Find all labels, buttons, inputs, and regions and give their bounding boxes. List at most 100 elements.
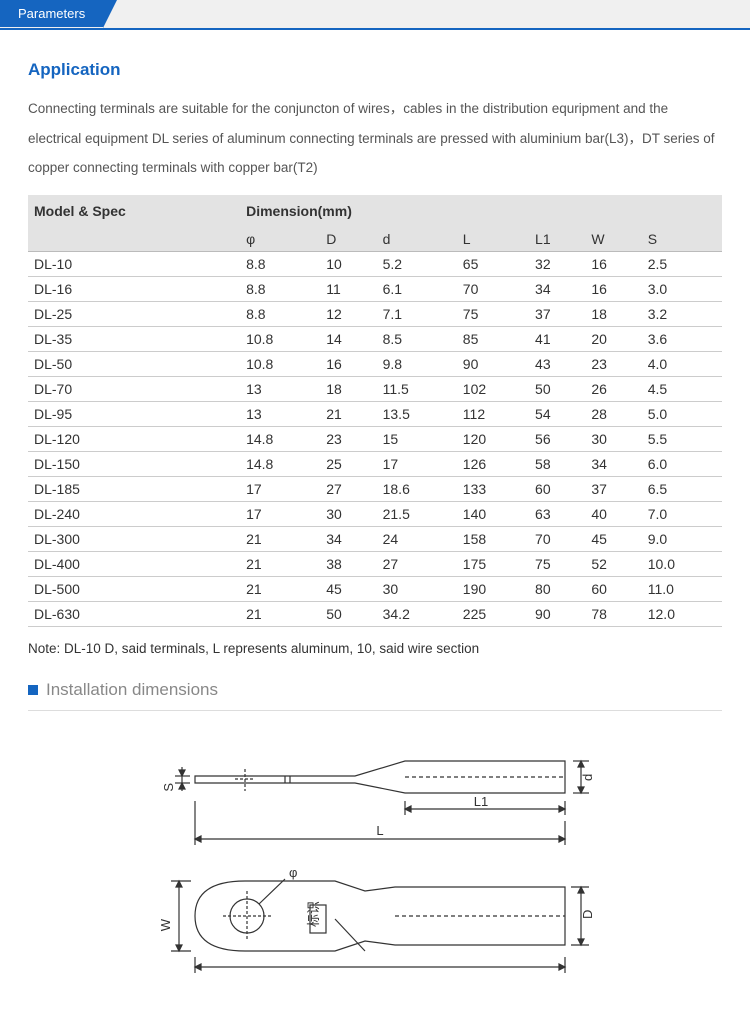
table-cell: DL-95 [28,402,240,427]
table-cell: DL-300 [28,527,240,552]
table-cell: 50 [320,602,376,627]
table-cell: 16 [585,277,641,302]
table-cell: DL-10 [28,252,240,277]
table-cell: DL-400 [28,552,240,577]
divider [28,710,722,711]
label-W: W [158,918,173,931]
table-cell: 18 [320,377,376,402]
table-cell: 70 [457,277,529,302]
table-cell: 9.8 [377,352,457,377]
table-cell: 9.0 [642,527,722,552]
table-cell: 21.5 [377,502,457,527]
table-cell: 20 [585,327,641,352]
table-row: DL-240173021.514063407.0 [28,502,722,527]
table-cell: 45 [585,527,641,552]
table-cell: 112 [457,402,529,427]
table-cell: 75 [529,552,585,577]
table-cell: 60 [529,477,585,502]
table-cell: 28 [585,402,641,427]
table-cell: 12 [320,302,376,327]
table-cell: 21 [240,552,320,577]
table-cell: 225 [457,602,529,627]
square-bullet-icon [28,685,38,695]
table-row: DL-400213827175755210.0 [28,552,722,577]
col-L1: L1 [529,227,585,252]
table-cell: 75 [457,302,529,327]
tab-parameters[interactable]: Parameters [0,0,103,27]
table-cell: 13 [240,402,320,427]
table-cell: 2.5 [642,252,722,277]
table-cell: 3.2 [642,302,722,327]
table-cell: 18 [585,302,641,327]
table-row: DL-95132113.511254285.0 [28,402,722,427]
table-cell: 63 [529,502,585,527]
table-cell: 50 [529,377,585,402]
table-cell: 85 [457,327,529,352]
side-view-diagram: S d L1 L [135,731,615,861]
table-cell: 17 [240,502,320,527]
label-mark: 标识 [306,901,321,927]
table-cell: 120 [457,427,529,452]
table-cell: 5.5 [642,427,722,452]
table-row: DL-30021342415870459.0 [28,527,722,552]
table-row: DL-12014.8231512056305.5 [28,427,722,452]
table-cell: 133 [457,477,529,502]
table-cell: DL-150 [28,452,240,477]
table-cell: DL-120 [28,427,240,452]
table-cell: 13 [240,377,320,402]
table-cell: 58 [529,452,585,477]
table-cell: 126 [457,452,529,477]
table-cell: 56 [529,427,585,452]
table-cell: 10.8 [240,352,320,377]
content-area: Application Connecting terminals are sui… [0,30,750,1011]
table-cell: 140 [457,502,529,527]
table-cell: 37 [585,477,641,502]
table-row: DL-168.8116.17034163.0 [28,277,722,302]
table-cell: 102 [457,377,529,402]
table-row: DL-185172718.613360376.5 [28,477,722,502]
application-text: Connecting terminals are suitable for th… [28,94,722,183]
table-cell: DL-240 [28,502,240,527]
table-row: DL-3510.8148.58541203.6 [28,327,722,352]
col-S: S [642,227,722,252]
tab-triangle-icon [103,0,117,28]
table-cell: 23 [320,427,376,452]
table-cell: 41 [529,327,585,352]
col-W: W [585,227,641,252]
table-cell: 13.5 [377,402,457,427]
table-cell: 16 [320,352,376,377]
table-cell: 10 [320,252,376,277]
tab-header: Parameters [0,0,750,30]
label-L: L [376,823,383,838]
table-cell: 32 [529,252,585,277]
install-dimensions-title: Installation dimensions [46,680,218,700]
table-cell: 30 [320,502,376,527]
table-cell: 12.0 [642,602,722,627]
diagram-area: S d L1 L [28,731,722,991]
table-cell: DL-50 [28,352,240,377]
table-cell: 21 [240,602,320,627]
table-subheader-row: φ D d L L1 W S [28,227,722,252]
table-cell: 34.2 [377,602,457,627]
header-dimension: Dimension(mm) [240,195,722,227]
table-cell: 21 [240,577,320,602]
table-cell: 11.5 [377,377,457,402]
table-cell: 25 [320,452,376,477]
table-row: DL-630215034.2225907812.0 [28,602,722,627]
table-cell: 11.0 [642,577,722,602]
label-d: d [580,774,595,781]
table-cell: 10.8 [240,327,320,352]
application-heading: Application [28,60,722,80]
table-cell: 5.2 [377,252,457,277]
table-cell: 6.5 [642,477,722,502]
table-note: Note: DL-10 D, said terminals, L represe… [28,641,722,656]
table-cell: 6.1 [377,277,457,302]
table-cell: 30 [585,427,641,452]
table-cell: 16 [585,252,641,277]
table-row: DL-108.8105.26532162.5 [28,252,722,277]
table-cell: 17 [240,477,320,502]
table-cell: 54 [529,402,585,427]
table-cell: 5.0 [642,402,722,427]
table-cell: 158 [457,527,529,552]
table-cell: 3.0 [642,277,722,302]
